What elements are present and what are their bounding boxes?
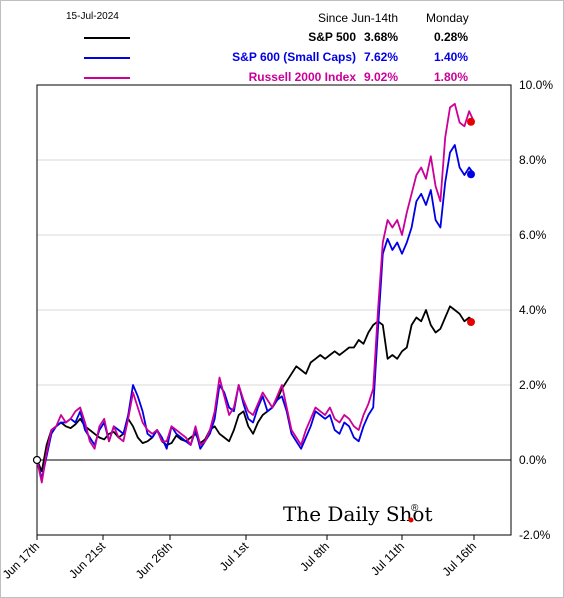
- y-tick-label: 2.0%: [519, 378, 547, 392]
- header-since: Since Jun-14th: [318, 11, 399, 25]
- y-tick-label: 8.0%: [519, 153, 547, 167]
- x-tick-label: Jul 8th: [297, 539, 332, 574]
- y-tick-label: 0.0%: [519, 453, 547, 467]
- sp600-end-marker: [467, 170, 475, 179]
- series-group: [32, 102, 475, 484]
- legend-since-sp500: 3.68%: [363, 30, 398, 44]
- y-tick-label: 6.0%: [519, 228, 547, 242]
- russell-2000-end-marker: [467, 117, 475, 126]
- legend-monday-russell: 1.80%: [433, 70, 468, 84]
- grid-lines: [37, 159, 511, 461]
- x-axis: Jun 17th Jun 21st Jun 26th Jul 1st Jul 8th Ju…: [0, 535, 479, 582]
- x-tick-label: Jun 26th: [133, 539, 175, 581]
- legend-line-sp600: [84, 57, 130, 59]
- legend-name-sp500: S&P 500: [308, 30, 356, 44]
- sp500-end-marker: [467, 318, 475, 326]
- legend-line-russell: [84, 77, 130, 79]
- y-tick-label: -2.0%: [519, 528, 551, 542]
- y-tick-label: 10.0%: [519, 78, 553, 92]
- sp500-line: [36, 305, 475, 473]
- legend-name-sp600: S&P 600 (Small Caps): [232, 50, 356, 64]
- x-tick-label: Jun 17th: [0, 539, 42, 581]
- x-tick-label: Jul 11th: [368, 539, 407, 578]
- brand-registered-mark: ®: [411, 503, 419, 514]
- x-tick-label: Jun 21st: [66, 539, 108, 581]
- legend-name-russell: Russell 2000 Index: [248, 70, 356, 84]
- x-tick-label: Jul 16th: [440, 539, 480, 579]
- brand-logo-text: The Daily Shot: [283, 502, 432, 526]
- header-monday: Monday: [426, 11, 469, 25]
- legend-since-russell: 9.02%: [363, 70, 398, 84]
- legend-since-sp600: 7.62%: [363, 50, 398, 64]
- plot-area-border: [36, 84, 512, 536]
- x-tick-label: Jul 1st: [217, 539, 252, 574]
- y-tick-label: 4.0%: [519, 303, 547, 317]
- date-label: 15-Jul-2024: [66, 11, 119, 22]
- legend-line-sp500: [84, 37, 130, 39]
- russell-2000-line: [36, 102, 475, 484]
- brand-dot: [408, 517, 414, 523]
- y-axis: -2.0% 0.0% 2.0% 4.0% 6.0% 8.0% 10.0%: [519, 78, 553, 542]
- legend-monday-sp600: 1.40%: [433, 50, 468, 64]
- start-marker: [32, 455, 42, 465]
- legend-monday-sp500: 0.28%: [433, 30, 468, 44]
